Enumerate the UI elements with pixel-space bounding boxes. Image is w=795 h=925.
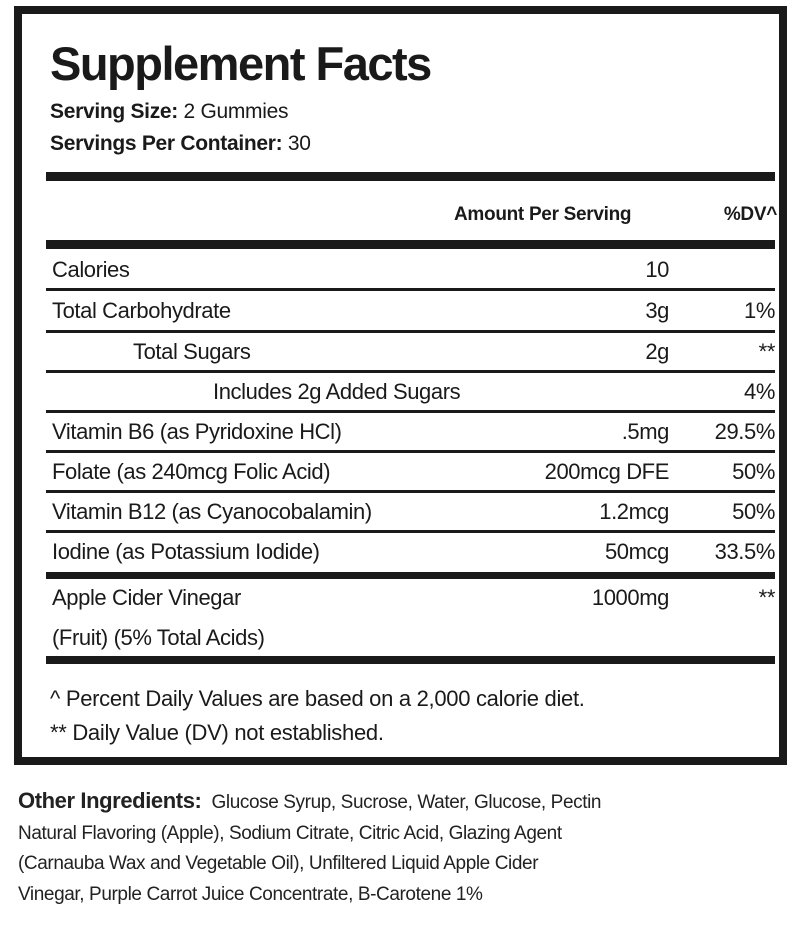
divider-thick xyxy=(46,656,775,664)
divider xyxy=(46,450,775,453)
ingredients-line: Natural Flavoring (Apple), Sodium Citrat… xyxy=(18,822,562,844)
other-ingredients: Other Ingredients: Glucose Syrup, Sucrose… xyxy=(18,786,788,910)
nutrient-amount: 1000mg xyxy=(591,585,670,610)
serving-size-label: Serving Size: xyxy=(50,100,178,123)
supplement-facts-panel: Supplement Facts Serving Size: 2 Gummies… xyxy=(14,6,787,765)
divider-thick xyxy=(46,172,775,181)
nutrient-name: Total Sugars xyxy=(133,339,251,364)
nutrient-dv: 29.5% xyxy=(714,419,776,444)
nutrient-amount: 50mcg xyxy=(604,539,669,564)
header-amount: Amount Per Serving xyxy=(454,204,632,225)
nutrient-name: Folate (as 240mcg Folic Acid) xyxy=(52,459,331,484)
nutrient-dv: ** xyxy=(758,339,776,364)
nutrient-row: Apple Cider Vinegar (Fruit) (5% Total Aci… xyxy=(46,578,775,658)
serving-size: Serving Size: 2 Gummies xyxy=(50,100,289,124)
header-dv: %DV^ xyxy=(723,204,777,225)
nutrient-name-line2: (Fruit) (5% Total Acids) xyxy=(52,625,265,650)
nutrient-name: Total Carbohydrate xyxy=(52,298,231,323)
footnote-not-established: ** Daily Value (DV) not established. xyxy=(50,720,384,745)
divider xyxy=(46,490,775,493)
nutrient-row: Folate (as 240mcg Folic Acid) 200mcg DFE 5… xyxy=(46,452,775,492)
nutrient-dv: 50% xyxy=(732,459,775,484)
ingredients-line: Glucose Syrup, Sucrose, Water, Glucose, … xyxy=(211,792,602,813)
other-ingredients-label: Other Ingredients: xyxy=(18,788,202,813)
footnote-dv: ^ Percent Daily Values are based on a 2,… xyxy=(50,686,585,711)
servings-per-container-value: 30 xyxy=(287,132,311,155)
nutrient-name: Vitamin B6 (as Pyridoxine HCl) xyxy=(52,419,342,444)
panel-title: Supplement Facts xyxy=(50,37,432,90)
nutrient-name: Includes 2g Added Sugars xyxy=(213,379,461,404)
nutrient-amount: 2g xyxy=(645,339,669,364)
nutrient-row: Iodine (as Potassium Iodide) 50mcg 33.5% xyxy=(46,532,775,572)
nutrient-amount: 1.2mcg xyxy=(599,499,669,524)
ingredients-line: (Carnauba Wax and Vegetable Oil), Unfilt… xyxy=(18,853,539,874)
servings-per-container: Servings Per Container: 30 xyxy=(50,132,311,156)
nutrient-row: Total Carbohydrate 3g 1% xyxy=(46,291,775,331)
nutrient-amount: .5mg xyxy=(621,419,670,444)
divider xyxy=(46,530,775,533)
nutrient-row: Vitamin B12 (as Cyanocobalamin) 1.2mcg 50% xyxy=(46,492,775,532)
nutrient-dv: 4% xyxy=(744,379,775,404)
nutrient-dv: 50% xyxy=(732,499,775,524)
nutrient-row: Total Sugars 2g ** xyxy=(46,332,775,372)
nutrient-dv: 1% xyxy=(744,298,775,323)
divider-thick xyxy=(46,572,775,579)
nutrient-name: Vitamin B12 (as Cyanocobalamin) xyxy=(52,499,372,524)
divider xyxy=(46,370,775,373)
nutrient-row: Vitamin B6 (as Pyridoxine HCl) .5mg 29.5% xyxy=(46,412,775,452)
nutrient-dv: 33.5% xyxy=(714,539,776,564)
nutrient-name: Iodine (as Potassium Iodide) xyxy=(52,539,320,564)
nutrient-name: Apple Cider Vinegar xyxy=(52,585,241,610)
divider xyxy=(46,410,775,413)
serving-size-value: 2 Gummies xyxy=(183,100,289,123)
ingredients-line: Vinegar, Purple Carrot Juice Concentrate… xyxy=(18,883,483,905)
nutrient-amount: 10 xyxy=(645,257,669,282)
divider xyxy=(46,288,775,291)
nutrient-dv: ** xyxy=(758,585,776,610)
nutrient-amount: 3g xyxy=(645,298,669,323)
nutrient-amount: 200mcg DFE xyxy=(544,459,670,484)
divider xyxy=(46,330,775,333)
nutrient-name: Calories xyxy=(52,257,130,282)
nutrient-row: Includes 2g Added Sugars 4% xyxy=(46,372,775,412)
servings-per-container-label: Servings Per Container: xyxy=(50,132,283,155)
divider-thick xyxy=(46,240,775,249)
nutrient-row: Calories 10 xyxy=(46,250,775,290)
